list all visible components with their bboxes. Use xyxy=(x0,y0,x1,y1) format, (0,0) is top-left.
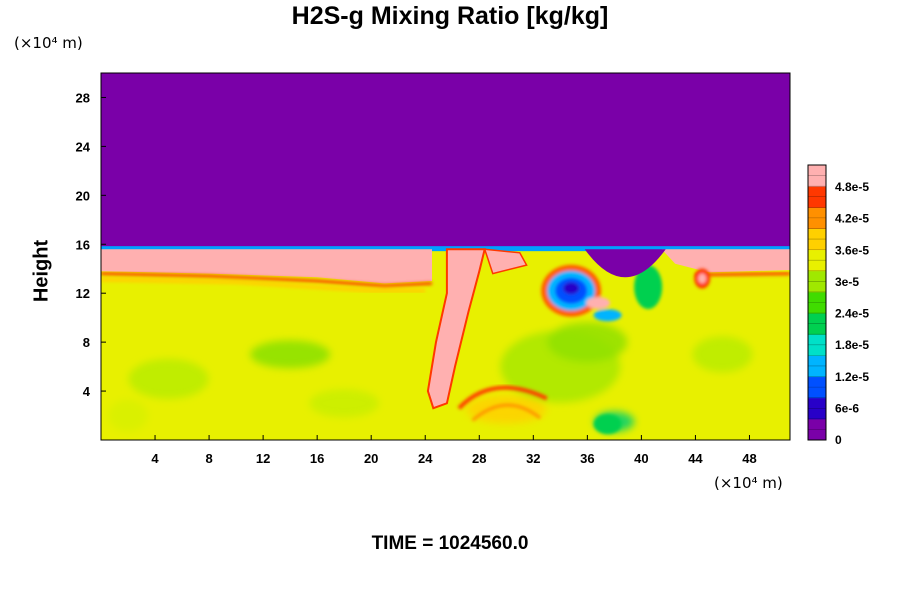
layer-edges xyxy=(101,272,790,293)
y-axis-unit: (×10⁴ m) xyxy=(14,34,83,52)
x-tick-label: 40 xyxy=(634,451,648,466)
x-tick-label: 48 xyxy=(742,451,756,466)
y-tick-label: 20 xyxy=(76,188,90,203)
x-tick-label: 20 xyxy=(364,451,378,466)
left-layer xyxy=(101,249,432,284)
time-label: TIME = 1024560.0 xyxy=(371,533,529,554)
plume-cap xyxy=(483,248,528,275)
layer-boundary xyxy=(101,246,790,252)
x-axis-unit: (×10⁴ m) xyxy=(714,474,783,492)
colorbar-band xyxy=(808,228,826,251)
colorbar-label: 1.8e-5 xyxy=(835,338,869,352)
lower-swirl xyxy=(457,385,548,422)
colorbar-band xyxy=(808,334,826,356)
x-tick-label: 28 xyxy=(472,451,486,466)
x-tick-label: 24 xyxy=(418,451,433,466)
x-tick-label: 12 xyxy=(256,451,270,466)
y-tick-label: 16 xyxy=(76,237,90,252)
colorbar-label: 0 xyxy=(835,433,842,447)
colorbar-label: 2.4e-5 xyxy=(835,307,869,321)
colorbar-band xyxy=(808,313,826,335)
dip xyxy=(584,249,666,278)
colorbar-band xyxy=(808,249,826,272)
colorbar-band xyxy=(808,355,826,378)
field-variations xyxy=(108,322,753,432)
x-tick-label: 8 xyxy=(205,451,212,466)
colorbar: 0 6e-6 1.2e-5 1.8e-5 2.4e-5 3e-5 3.6e-5 4.2e-5 4… xyxy=(807,164,869,447)
plume xyxy=(426,248,486,410)
x-tick-label: 36 xyxy=(580,451,594,466)
colorbar-label: 1.2e-5 xyxy=(835,370,869,384)
x-tick-label: 44 xyxy=(688,451,703,466)
colorbar-label: 4.8e-5 xyxy=(835,180,869,194)
colorbar-band xyxy=(808,186,826,208)
y-tick-label: 12 xyxy=(76,286,90,301)
colorbar-frame xyxy=(807,164,827,441)
right-layer xyxy=(661,249,790,273)
colorbar-label: 3e-5 xyxy=(835,275,859,289)
plot-area xyxy=(101,73,790,440)
y-tick-label: 28 xyxy=(76,90,90,105)
colorbar-band xyxy=(808,291,826,314)
x-tick-label: 4 xyxy=(151,451,159,466)
y-tick-label: 8 xyxy=(83,335,90,350)
x-tick-label: 32 xyxy=(526,451,540,466)
colorbar-band xyxy=(808,376,826,399)
colorbar-band xyxy=(808,270,826,293)
x-tick-label: 16 xyxy=(310,451,324,466)
y-tick-label: 4 xyxy=(83,384,91,399)
plot-frame xyxy=(100,72,791,441)
chart-title: H2S-g Mixing Ratio [kg/kg] xyxy=(291,2,609,30)
y-tick-label: 24 xyxy=(76,139,91,154)
colorbar-label: 4.2e-5 xyxy=(835,212,869,226)
colorbar-label: 3.6e-5 xyxy=(835,243,869,257)
colorbar-band xyxy=(808,418,826,441)
colorbar-band xyxy=(808,207,826,229)
colorbar-band xyxy=(808,165,826,187)
colorbar-band xyxy=(808,397,826,420)
colorbar-label: 6e-6 xyxy=(835,401,859,415)
swirl xyxy=(541,264,711,435)
